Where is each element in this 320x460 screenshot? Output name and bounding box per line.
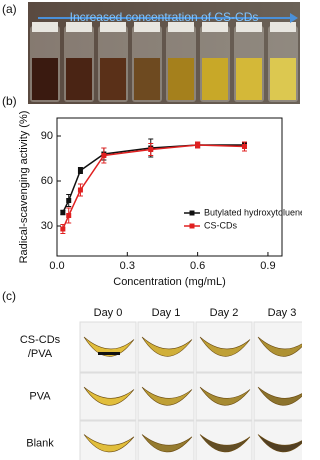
y-tick-label: 90 <box>41 130 53 142</box>
banana <box>83 386 135 406</box>
y-axis-label: Radical-scavenging activity (%) <box>18 111 30 264</box>
data-point <box>60 210 66 215</box>
banana <box>199 386 251 406</box>
panel-label: (a) <box>2 2 17 16</box>
vial-cap <box>134 22 160 32</box>
vial-liquid <box>236 58 262 100</box>
vial-liquid <box>100 58 126 100</box>
legend-label: Butylated hydroxytoluene <box>204 207 302 217</box>
x-tick-label: 0.3 <box>120 260 135 272</box>
banana <box>141 386 193 406</box>
vial-liquid <box>168 58 194 100</box>
legend-label: CS-CDs <box>204 220 237 230</box>
vial-liquid <box>32 58 58 100</box>
banana <box>83 336 135 357</box>
banana <box>257 434 302 453</box>
data-point <box>77 168 83 173</box>
legend-marker <box>189 210 195 216</box>
vial-cap <box>202 22 228 32</box>
photo-bg <box>253 420 302 460</box>
scale-bar <box>98 352 120 355</box>
banana <box>199 434 251 453</box>
day-label: Day 2 <box>210 307 239 319</box>
y-tick-label: 30 <box>41 220 53 232</box>
banana <box>83 434 135 453</box>
vial-cap <box>66 22 92 32</box>
photo-bg <box>253 372 302 421</box>
data-point <box>77 187 83 193</box>
x-axis-label: Concentration (mg/mL) <box>113 276 226 288</box>
day-label: Day 1 <box>152 307 181 319</box>
panel-label: (b) <box>2 94 17 108</box>
vial-cap <box>168 22 194 32</box>
x-tick-label: 0.0 <box>49 260 64 272</box>
banana <box>141 336 193 357</box>
y-tick-label: 60 <box>41 175 53 187</box>
vial-liquid <box>134 58 160 100</box>
banana-photos <box>79 321 302 460</box>
row-label: /PVA <box>28 348 53 360</box>
x-tick-label: 0.6 <box>190 260 205 272</box>
vial-liquid <box>66 58 92 100</box>
data-point <box>101 153 107 158</box>
banana <box>257 336 302 357</box>
vial-liquid <box>202 58 228 100</box>
arrow-head <box>290 13 298 23</box>
vial-cap <box>236 22 262 32</box>
data-point <box>195 142 201 148</box>
legend-marker <box>189 223 195 229</box>
banana <box>141 434 193 453</box>
row-label: Blank <box>26 437 54 449</box>
vial-liquid <box>270 58 296 100</box>
data-point <box>242 144 247 149</box>
series-line <box>62 144 245 213</box>
chart: 30 60 90 0.0 0.3 0.6 0.9 Concentration (mg/mL) R… <box>18 111 302 288</box>
plot-frame <box>56 117 283 257</box>
arrow-text: Increased concentration of CS-CDs <box>70 10 259 24</box>
day-label: Day 3 <box>268 307 297 319</box>
banana <box>199 336 251 357</box>
row-label: PVA <box>29 390 51 402</box>
row-label: CS-CDs <box>20 334 61 346</box>
banana <box>257 386 302 406</box>
photo-bg <box>253 321 302 373</box>
vial-cap <box>32 22 58 32</box>
data-point <box>66 198 72 203</box>
data-point <box>148 147 154 152</box>
data-point <box>60 226 66 232</box>
figure: Increased concentration of CS-CDs (a) (b… <box>2 2 302 460</box>
vial-cap <box>100 22 126 32</box>
day-label: Day 0 <box>94 307 123 319</box>
panel-label: (c) <box>2 289 16 303</box>
data-point <box>66 213 72 218</box>
vial-cap <box>270 22 296 32</box>
x-tick-label: 0.9 <box>260 260 275 272</box>
